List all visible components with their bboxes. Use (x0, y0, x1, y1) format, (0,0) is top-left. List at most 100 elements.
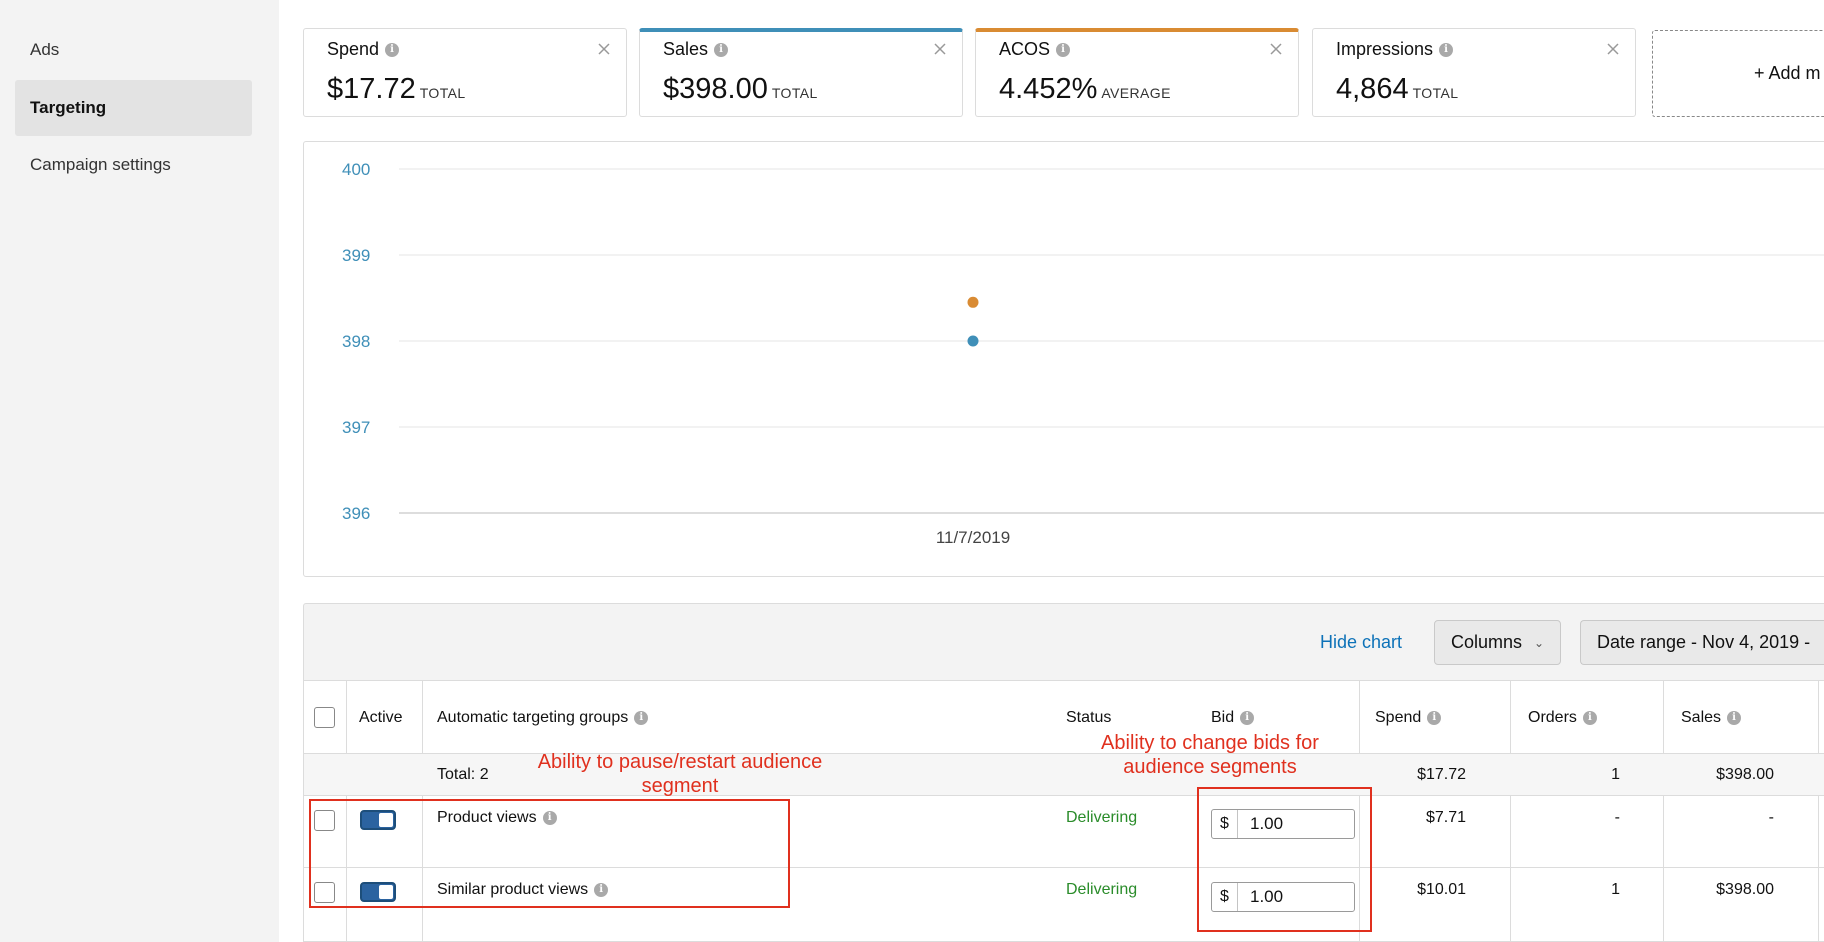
table-row: Product views i Delivering $ $7.71 - - (304, 796, 1824, 868)
close-icon[interactable] (1605, 41, 1621, 57)
info-icon[interactable]: i (714, 42, 729, 57)
column-divider (346, 681, 347, 941)
metric-unit: TOTAL (771, 85, 818, 101)
row-sales: $398.00 (1716, 881, 1774, 898)
add-metric-button[interactable]: + Add m (1652, 30, 1824, 117)
close-icon[interactable] (932, 41, 948, 57)
date-range-dropdown[interactable]: Date range - Nov 4, 2019 - (1580, 620, 1824, 665)
column-divider (1663, 681, 1664, 941)
header-status[interactable]: Status (1066, 709, 1111, 727)
y-tick-label: 397 (342, 418, 370, 437)
info-icon[interactable]: i (1240, 711, 1255, 725)
date-range-label: Date range - Nov 4, 2019 - (1597, 632, 1811, 652)
metric-unit: TOTAL (1412, 85, 1459, 101)
sidebar-item-campaign-settings[interactable]: Campaign settings (15, 137, 252, 193)
bid-input[interactable]: $ (1211, 809, 1355, 839)
annotation-box-bids (1197, 787, 1372, 932)
bid-value-field[interactable] (1238, 813, 1338, 835)
add-metric-label: + Add m (1754, 63, 1821, 83)
header-label: Spend (1375, 709, 1422, 726)
header-targeting-groups[interactable]: Automatic targeting groups i (437, 709, 649, 727)
metric-card-impressions[interactable]: Impressions i 4,864 TOTAL (1312, 28, 1636, 117)
info-icon[interactable]: i (1056, 42, 1071, 57)
metric-title-text: ACOS (999, 39, 1051, 59)
metric-title: Sales i (663, 39, 729, 60)
annotation-pause-restart: Ability to pause/restart audience segmen… (537, 751, 823, 797)
row-checkbox[interactable] (314, 882, 335, 903)
metric-title-text: Spend (327, 39, 380, 59)
header-active[interactable]: Active (359, 709, 403, 727)
column-divider (1818, 681, 1819, 941)
columns-label: Columns (1451, 632, 1523, 652)
targeting-group-label: Similar product views (437, 881, 589, 898)
bid-input[interactable]: $ (1211, 882, 1355, 912)
metric-title: Impressions i (1336, 39, 1454, 60)
sidebar-item-ads[interactable]: Ads (15, 22, 252, 78)
select-all-checkbox[interactable] (314, 707, 335, 728)
metric-card-sales[interactable]: Sales i $398.00 TOTAL (639, 28, 963, 117)
columns-dropdown[interactable]: Columns ⌄ (1434, 620, 1562, 665)
annotation-change-bids: Ability to change bids for audience segm… (1101, 732, 1319, 778)
y-tick-label: 400 (342, 160, 370, 179)
metric-value-text: 4.452% (999, 73, 1098, 105)
chevron-down-icon: ⌄ (1534, 635, 1545, 650)
info-icon[interactable]: i (385, 42, 400, 57)
header-sales[interactable]: Sales i (1681, 709, 1742, 727)
metric-card-acos[interactable]: ACOS i 4.452% AVERAGE (975, 28, 1299, 117)
metric-title-text: Impressions (1336, 39, 1434, 59)
row-spend: $7.71 (1425, 809, 1466, 826)
close-icon[interactable] (596, 41, 612, 57)
info-icon[interactable]: i (1439, 42, 1454, 57)
info-icon[interactable]: i (634, 711, 649, 725)
table-header-row: Active Automatic targeting groups i Statu… (304, 681, 1824, 754)
y-tick-label: 396 (342, 504, 370, 523)
total-sales: $398.00 (1716, 766, 1774, 783)
close-icon[interactable] (1268, 41, 1284, 57)
column-divider (422, 681, 423, 941)
targeting-group-label: Product views (437, 809, 537, 826)
currency-symbol: $ (1212, 810, 1238, 838)
info-icon[interactable]: i (1727, 711, 1742, 725)
active-toggle[interactable] (360, 882, 396, 902)
metric-value-text: $17.72 (327, 73, 416, 105)
targeting-table: Active Automatic targeting groups i Statu… (303, 680, 1824, 942)
status-badge: Delivering (1066, 881, 1138, 898)
info-icon[interactable]: i (594, 883, 609, 897)
row-orders: 1 (1611, 881, 1620, 898)
data-point-series-1[interactable] (967, 296, 979, 308)
x-tick-label: 11/7/2019 (936, 528, 1010, 547)
row-orders: - (1614, 809, 1620, 826)
sidebar-item-label: Targeting (30, 98, 107, 117)
header-bid[interactable]: Bid i (1211, 709, 1255, 727)
header-label: Active (359, 709, 403, 726)
header-spend[interactable]: Spend i (1375, 709, 1442, 727)
metric-value: 4.452% AVERAGE (999, 73, 1171, 106)
metric-unit: TOTAL (419, 85, 466, 101)
metric-value: $398.00 TOTAL (663, 73, 818, 106)
metric-value-text: $398.00 (663, 73, 768, 105)
metric-title-text: Sales (663, 39, 709, 59)
info-icon[interactable]: i (1427, 711, 1442, 725)
header-label: Sales (1681, 709, 1722, 726)
total-orders: 1 (1611, 766, 1620, 783)
total-spend: $17.72 (1417, 766, 1466, 783)
row-checkbox[interactable] (314, 810, 335, 831)
active-toggle[interactable] (360, 810, 396, 830)
data-point-series-2[interactable] (967, 335, 979, 347)
column-divider (1359, 681, 1360, 941)
info-icon[interactable]: i (542, 811, 557, 825)
table-toolbar: Hide chart Columns ⌄ Date range - Nov 4,… (303, 603, 1824, 680)
bid-value-field[interactable] (1238, 886, 1338, 908)
targeting-group-name: Similar product views i (437, 881, 609, 899)
annotation-box-toggle (309, 799, 790, 908)
metric-card-spend[interactable]: Spend i $17.72 TOTAL (303, 28, 627, 117)
header-orders[interactable]: Orders i (1528, 709, 1597, 727)
metric-unit: AVERAGE (1101, 85, 1171, 101)
sidebar-item-targeting[interactable]: Targeting (15, 80, 252, 136)
sidebar-item-label: Ads (30, 40, 60, 59)
info-icon[interactable]: i (1582, 711, 1597, 725)
hide-chart-link[interactable]: Hide chart (1320, 632, 1403, 652)
chart-canvas: 400 399 398 397 396 11/7/2019 (342, 160, 1824, 547)
y-tick-label: 399 (342, 246, 370, 265)
column-divider (1510, 681, 1511, 941)
